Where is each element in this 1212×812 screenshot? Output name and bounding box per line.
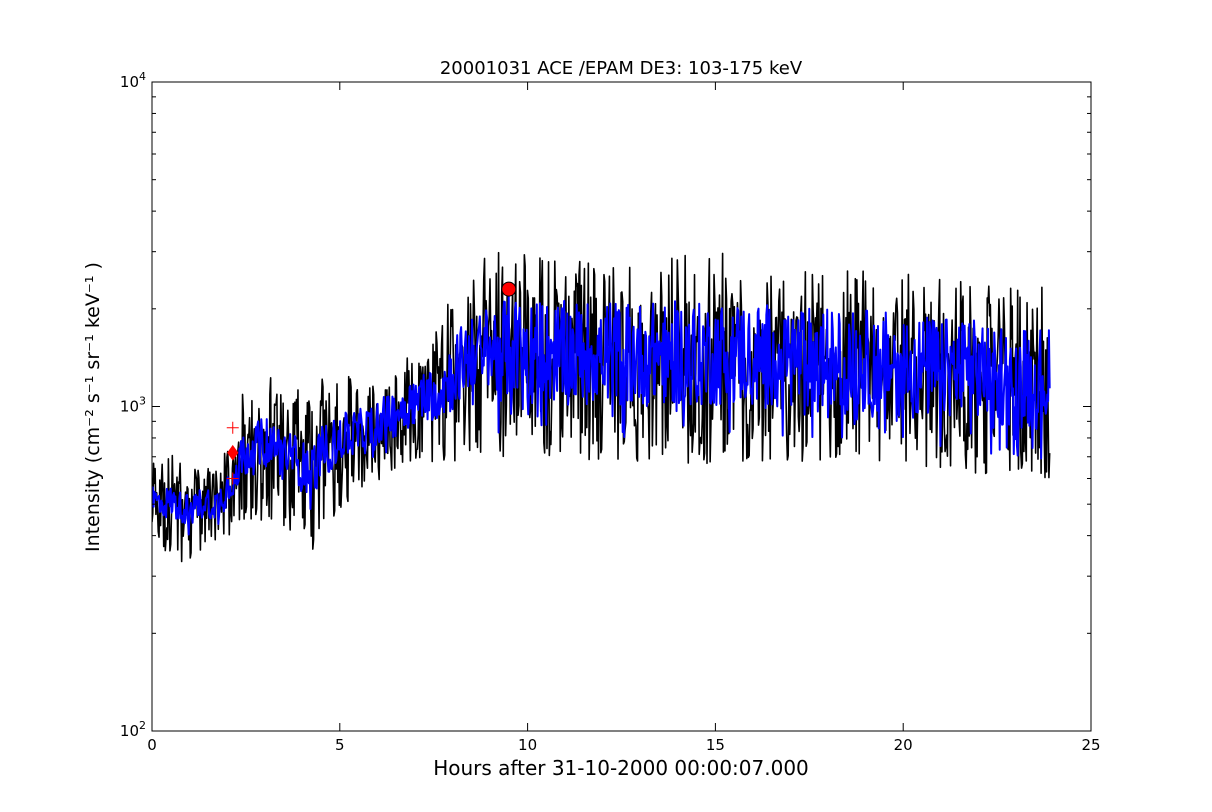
series-path-2 <box>152 295 1051 536</box>
x-axis-label: Hours after 31-10-2000 00:00:07.000 <box>433 756 809 780</box>
y-tick-label: 102 <box>120 719 146 740</box>
marker-circle-1 <box>501 281 517 297</box>
x-tick-label: 20 <box>894 736 913 754</box>
marker-diamond-2 <box>227 444 239 461</box>
x-tick-label: 15 <box>706 736 725 754</box>
y-tick-label: 103 <box>120 395 146 416</box>
marker-plus-4 <box>226 472 239 485</box>
y-axis-ticks: 102 103 104 <box>120 70 1091 740</box>
series-path-1 <box>152 251 1051 563</box>
x-tick-label: 10 <box>518 736 537 754</box>
series-line-2 <box>152 295 1051 536</box>
y-tick-label: 104 <box>120 70 146 91</box>
marker-plus-3 <box>226 421 239 434</box>
chart-title: 20001031 ACE /EPAM DE3: 103-175 keV <box>440 58 803 79</box>
series-line-1 <box>152 251 1051 563</box>
x-tick-label: 5 <box>335 736 345 754</box>
x-tick-label: 25 <box>1081 736 1100 754</box>
x-axis-ticks: 0 5 10 15 20 25 <box>147 82 1101 754</box>
y-axis-label: Intensity (cm⁻² s⁻¹ sr⁻¹ keV⁻¹ ) <box>82 262 104 552</box>
markers-layer <box>226 281 517 485</box>
plot-area <box>152 251 1051 563</box>
x-tick-label: 0 <box>147 736 157 754</box>
